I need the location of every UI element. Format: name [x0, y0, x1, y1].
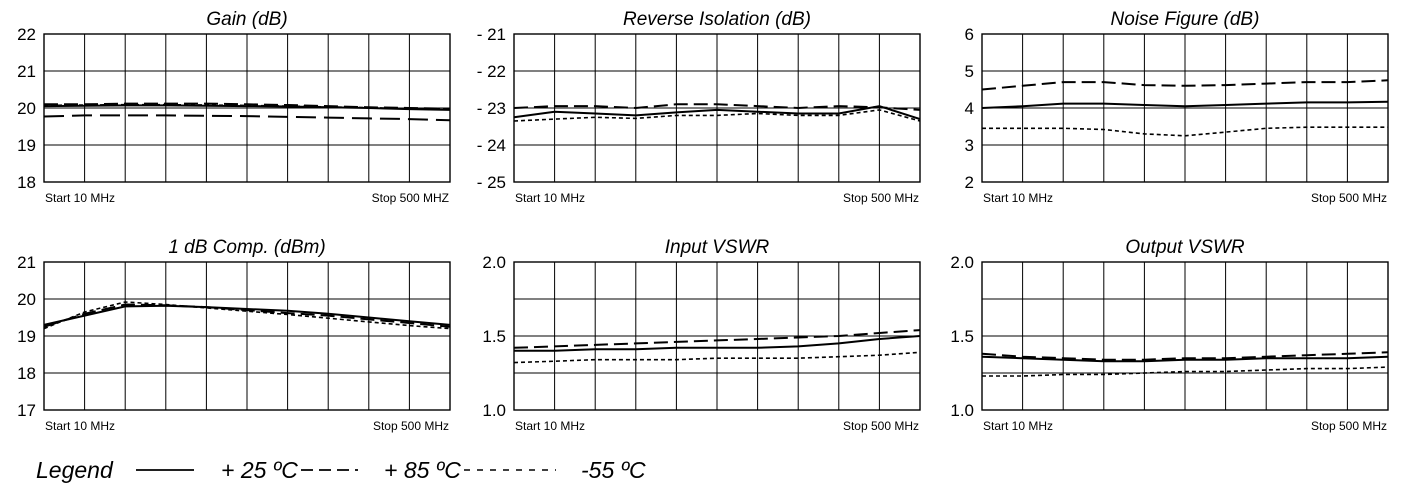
y-tick-label: 19 [17, 136, 36, 155]
y-tick-label: 17 [17, 401, 36, 420]
x-stop-label: Stop 500 MHz [1311, 419, 1387, 433]
y-tick-label: 6 [965, 25, 974, 44]
plot-frame [43, 261, 451, 411]
series-line-dotted [43, 301, 451, 330]
y-tick-label: - 21 [477, 25, 506, 44]
series-line-solid [514, 335, 921, 352]
y-tick-label: 1.5 [950, 327, 974, 346]
series-line-solid [513, 105, 921, 121]
series-line-dashed [43, 303, 451, 328]
series-line-dotted [982, 126, 1388, 137]
x-stop-label: Stop 500 MHz [843, 419, 919, 433]
y-tick-label: 1.5 [482, 327, 506, 346]
y-tick-label: - 24 [477, 136, 506, 155]
chart-title: Input VSWR [665, 237, 770, 258]
chart-panel: 1 dB Comp. (dBm) 21 20 19 18 17 Start 10 MHz St… [0, 228, 451, 438]
x-stop-label: Stop 500 MHz [373, 419, 449, 433]
chart-panel: Noise Figure (dB) 6 5 4 3 2 Start 10 MHz Stop 5… [938, 0, 1389, 210]
series-line-solid [43, 304, 451, 326]
x-start-label: Start 10 MHz [45, 191, 115, 205]
y-tick-label: 4 [965, 99, 974, 118]
chart-svg: Gain (dB) 22 21 20 19 18 Start 10 MHz Stop 500 … [17, 9, 451, 205]
legend-item-label: + 85 ºC [384, 457, 461, 483]
legend-item-label: -55 ºC [581, 457, 646, 483]
x-stop-label: Stop 500 MHz [1311, 191, 1387, 205]
x-stop-label: Stop 500 MHz [843, 191, 919, 205]
y-tick-label: 3 [965, 136, 974, 155]
series-line-dashed [513, 329, 921, 349]
y-tick-label: 20 [17, 290, 36, 309]
plot-frame [981, 261, 1389, 411]
chart-svg: Input VSWR 2.0 1.5 1.0 Start 10 MHz Stop 500 … [482, 237, 921, 433]
series-line-dashed [981, 351, 1389, 361]
legend-item-label: + 25 ºC [221, 457, 298, 483]
series-line-dotted [982, 366, 1389, 377]
chart-panel: Gain (dB) 22 21 20 19 18 Start 10 MHz Stop 500 … [0, 0, 451, 210]
y-tick-label: 2.0 [950, 253, 974, 272]
series-line-solid [981, 100, 1389, 109]
chart-svg: Reverse Isolation (dB) - 21 - 22 - 23 - 24 - … [477, 9, 921, 205]
series-line-dotted [43, 103, 451, 111]
y-tick-label: 22 [17, 25, 36, 44]
y-tick-label: 20 [17, 99, 36, 118]
chart-svg: 1 dB Comp. (dBm) 21 20 19 18 17 Start 10 MHz St… [17, 237, 451, 433]
legend-graphic: Legend + 25 ºC + 85 ºC -55 ºC [36, 457, 646, 483]
y-tick-label: 18 [17, 173, 36, 192]
y-tick-label: 19 [17, 327, 36, 346]
series-line-dotted [513, 351, 921, 364]
series-line-dashed [513, 103, 921, 111]
y-tick-label: - 22 [477, 62, 506, 81]
y-tick-label: 5 [965, 62, 974, 81]
series-line-longdash [43, 114, 451, 122]
y-tick-label: 21 [17, 62, 36, 81]
chart-panel: Output VSWR 2.0 1.5 1.0 Start 10 MHz Stop 500… [938, 228, 1389, 438]
legend: Legend + 25 ºC + 85 ºC -55 ºC [36, 452, 796, 484]
x-start-label: Start 10 MHz [515, 419, 585, 433]
x-start-label: Start 10 MHz [983, 419, 1053, 433]
y-tick-label: 1.0 [482, 401, 506, 420]
chart-title: 1 dB Comp. (dBm) [168, 237, 325, 258]
y-tick-label: 18 [17, 364, 36, 383]
series-line-dashed [44, 102, 451, 110]
x-start-label: Start 10 MHz [983, 191, 1053, 205]
legend-title: Legend [36, 457, 114, 483]
chart-title: Noise Figure (dB) [1111, 9, 1260, 30]
y-tick-label: - 23 [477, 99, 506, 118]
chart-title: Reverse Isolation (dB) [623, 9, 811, 30]
series-line-dotted [513, 109, 921, 122]
y-tick-label: - 25 [477, 173, 506, 192]
y-tick-label: 2.0 [482, 253, 506, 272]
chart-title: Output VSWR [1125, 237, 1245, 258]
series-line-dashed [981, 79, 1389, 91]
x-start-label: Start 10 MHz [45, 419, 115, 433]
chart-title: Gain (dB) [206, 9, 287, 30]
y-tick-label: 2 [965, 173, 974, 192]
chart-svg: Noise Figure (dB) 6 5 4 3 2 Start 10 MHz Stop 5… [965, 9, 1389, 205]
y-tick-label: 21 [17, 253, 36, 272]
series-line-solid [981, 355, 1389, 363]
chart-svg: Output VSWR 2.0 1.5 1.0 Start 10 MHz Stop 500… [950, 237, 1389, 433]
x-start-label: Start 10 MHz [515, 191, 585, 205]
chart-panel: Input VSWR 2.0 1.5 1.0 Start 10 MHz Stop 500 … [470, 228, 921, 438]
y-tick-label: 1.0 [950, 401, 974, 420]
x-stop-label: Stop 500 MHZ [372, 191, 449, 205]
chart-panel: Reverse Isolation (dB) - 21 - 22 - 23 - 24 - … [470, 0, 921, 210]
